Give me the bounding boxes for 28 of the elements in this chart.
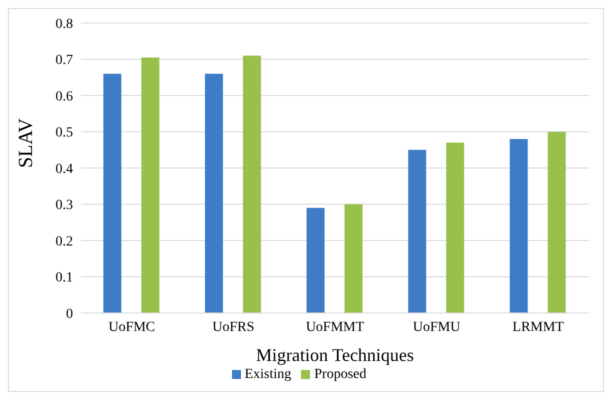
legend-label: Existing xyxy=(244,367,292,382)
x-tick-label: UoFMU xyxy=(412,320,460,335)
legend-label: Proposed xyxy=(314,367,366,382)
y-axis-title: SLAV xyxy=(15,118,38,168)
x-tick-label: LRMMT xyxy=(512,320,564,335)
y-tick-label: 0.7 xyxy=(56,53,73,68)
x-tick-label: UoFMMT xyxy=(306,320,365,335)
bar xyxy=(242,56,261,313)
y-tick-label: 0.6 xyxy=(56,89,73,104)
bar xyxy=(306,208,325,313)
bar xyxy=(548,132,566,313)
y-tick-label: 0.5 xyxy=(56,126,73,141)
y-tick-label: 0.8 xyxy=(56,16,73,32)
bar xyxy=(103,74,122,313)
bar xyxy=(446,142,464,313)
y-tick-label: 0.4 xyxy=(56,162,73,177)
bar xyxy=(408,150,426,313)
bar xyxy=(510,139,528,313)
y-tick-label: 0.1 xyxy=(56,270,73,286)
y-tick-label: 0 xyxy=(66,306,73,322)
x-axis-title: Migration Techniques xyxy=(256,345,414,365)
x-tick-label: UoFRS xyxy=(212,320,254,335)
y-tick-label: 0.2 xyxy=(56,234,73,250)
bar xyxy=(141,57,160,313)
y-tick-label: 0.3 xyxy=(56,198,73,214)
bar xyxy=(344,204,363,313)
x-tick-label: UoFMC xyxy=(108,320,156,335)
bar xyxy=(204,74,223,313)
